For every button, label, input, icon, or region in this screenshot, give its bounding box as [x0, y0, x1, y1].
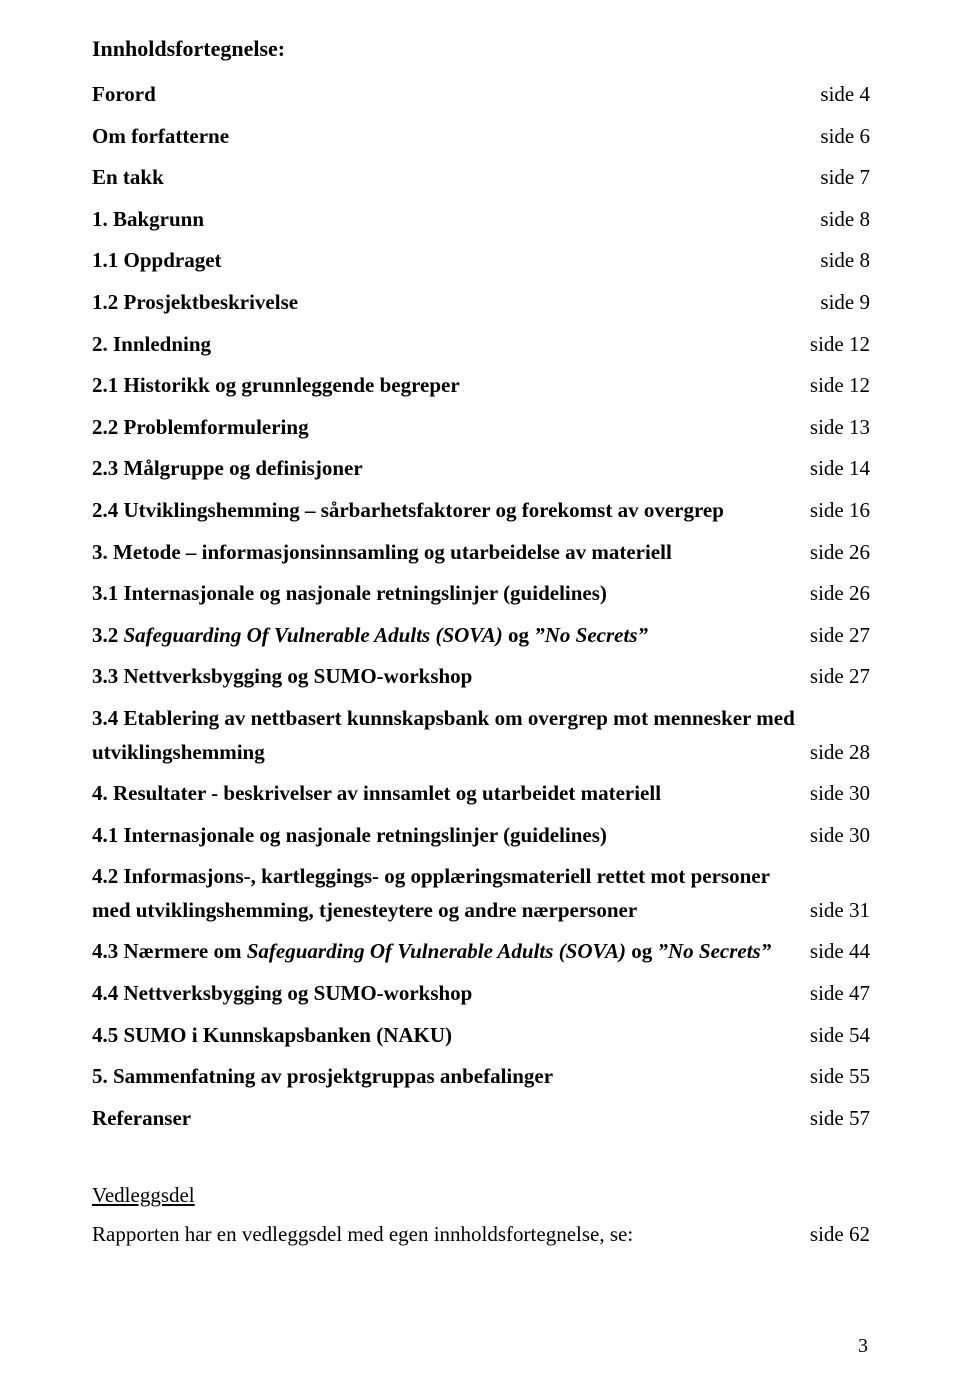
toc-label-line2-row: med utviklingshemming, tjenesteytere og …: [92, 894, 870, 928]
toc-entry: 2.3 Målgruppe og definisjonerside 14: [92, 452, 870, 486]
toc-entry: 1.1 Oppdragetside 8: [92, 244, 870, 278]
toc-entry: 3.2 Safeguarding Of Vulnerable Adults (S…: [92, 619, 870, 653]
toc-label: Forord: [92, 78, 820, 112]
toc-entry: 4.4 Nettverksbygging og SUMO-workshopsid…: [92, 977, 870, 1011]
toc-title: Innholdsfortegnelse:: [92, 36, 870, 62]
appendix-line: Rapporten har en vedleggsdel med egen in…: [92, 1218, 870, 1252]
toc-label-italic2: ”No Secrets”: [534, 623, 648, 647]
toc-page: side 4: [820, 78, 870, 112]
toc-label: 2.2 Problemformulering: [92, 411, 810, 445]
appendix-section: Vedleggsdel Rapporten har en vedleggsdel…: [92, 1183, 870, 1252]
appendix-page: side 62: [810, 1218, 870, 1252]
toc-page: side 8: [820, 203, 870, 237]
toc-label-prefix: 3.2: [92, 623, 124, 647]
toc-label: 3.3 Nettverksbygging og SUMO-workshop: [92, 660, 810, 694]
toc-label: 2.1 Historikk og grunnleggende begreper: [92, 369, 810, 403]
toc-entry: 4.3 Nærmere om Safeguarding Of Vulnerabl…: [92, 935, 870, 969]
toc-entry: 2.2 Problemformuleringside 13: [92, 411, 870, 445]
toc-page: side 26: [810, 536, 870, 570]
toc-page: side 14: [810, 452, 870, 486]
toc-page: side 7: [820, 161, 870, 195]
toc-label-line2: med utviklingshemming, tjenesteytere og …: [92, 894, 810, 928]
toc-page: side 6: [820, 120, 870, 154]
toc-label-line2: utviklingshemming: [92, 736, 810, 770]
toc-page: side 27: [810, 660, 870, 694]
toc-page: side 44: [810, 935, 870, 969]
toc-entry-multiline: 3.4 Etablering av nettbasert kunnskapsba…: [92, 702, 870, 769]
toc-entry: 3. Metode – informasjonsinnsamling og ut…: [92, 536, 870, 570]
toc-entry: Forordside 4: [92, 78, 870, 112]
toc-entry: 4.1 Internasjonale og nasjonale retnings…: [92, 819, 870, 853]
toc-label-prefix: 4.3 Nærmere om: [92, 939, 247, 963]
toc-entry: 2.4 Utviklingshemming – sårbarhetsfaktor…: [92, 494, 870, 528]
toc-page: side 30: [810, 777, 870, 811]
toc-page: side 47: [810, 977, 870, 1011]
appendix-heading: Vedleggsdel: [92, 1183, 195, 1208]
toc-label: En takk: [92, 161, 820, 195]
toc-label-line1: 3.4 Etablering av nettbasert kunnskapsba…: [92, 702, 870, 736]
toc-entry: 3.1 Internasjonale og nasjonale retnings…: [92, 577, 870, 611]
toc-page: side 26: [810, 577, 870, 611]
toc-page: side 27: [810, 619, 870, 653]
toc-page: side 9: [820, 286, 870, 320]
toc-label-mid: og: [503, 623, 535, 647]
toc-label-italic2: ”No Secrets”: [657, 939, 771, 963]
toc-label: 3. Metode – informasjonsinnsamling og ut…: [92, 536, 810, 570]
toc-label: 4.4 Nettverksbygging og SUMO-workshop: [92, 977, 810, 1011]
toc-label: Om forfatterne: [92, 120, 820, 154]
toc-label: 2. Innledning: [92, 328, 810, 362]
toc-label: 2.4 Utviklingshemming – sårbarhetsfaktor…: [92, 494, 810, 528]
toc-label-line2-row: utviklingshemmingside 28: [92, 736, 870, 770]
toc-label: 4.5 SUMO i Kunnskapsbanken (NAKU): [92, 1019, 810, 1053]
page-number: 3: [858, 1335, 868, 1358]
toc-label-italic: Safeguarding Of Vulnerable Adults (SOVA): [247, 939, 626, 963]
toc-page: side 54: [810, 1019, 870, 1053]
toc-entry: 2. Innledningside 12: [92, 328, 870, 362]
toc-entry: 2.1 Historikk og grunnleggende begrepers…: [92, 369, 870, 403]
toc-page: side 12: [810, 369, 870, 403]
toc-page: side 28: [810, 736, 870, 770]
toc-label: 5. Sammenfatning av prosjektgruppas anbe…: [92, 1060, 810, 1094]
appendix-text: Rapporten har en vedleggsdel med egen in…: [92, 1218, 810, 1252]
toc-label: 4. Resultater - beskrivelser av innsamle…: [92, 777, 810, 811]
toc-page: side 16: [810, 494, 870, 528]
toc-page: side 30: [810, 819, 870, 853]
toc-page: side 31: [810, 894, 870, 928]
toc-page: side 12: [810, 328, 870, 362]
toc-entry: 1. Bakgrunnside 8: [92, 203, 870, 237]
toc-page: side 55: [810, 1060, 870, 1094]
toc-container: Forordside 4Om forfatterneside 6En takks…: [92, 78, 870, 1135]
spacer: [92, 1143, 870, 1183]
toc-entry: 1.2 Prosjektbeskrivelseside 9: [92, 286, 870, 320]
toc-entry: Om forfatterneside 6: [92, 120, 870, 154]
toc-page: side 13: [810, 411, 870, 445]
toc-entry: En takkside 7: [92, 161, 870, 195]
toc-label: 1. Bakgrunn: [92, 203, 820, 237]
toc-label: 3.1 Internasjonale og nasjonale retnings…: [92, 577, 810, 611]
toc-entry: 5. Sammenfatning av prosjektgruppas anbe…: [92, 1060, 870, 1094]
toc-label-italic: Safeguarding Of Vulnerable Adults (SOVA): [124, 623, 503, 647]
toc-entry: 4.5 SUMO i Kunnskapsbanken (NAKU)side 54: [92, 1019, 870, 1053]
toc-page: side 8: [820, 244, 870, 278]
toc-label: Referanser: [92, 1102, 810, 1136]
toc-page: side 57: [810, 1102, 870, 1136]
toc-entry-multiline: 4.2 Informasjons-, kartleggings- og oppl…: [92, 860, 870, 927]
toc-entry: 4. Resultater - beskrivelser av innsamle…: [92, 777, 870, 811]
toc-entry: 3.3 Nettverksbygging og SUMO-workshopsid…: [92, 660, 870, 694]
toc-label-mid: og: [626, 939, 658, 963]
toc-label: 1.1 Oppdraget: [92, 244, 820, 278]
toc-label: 1.2 Prosjektbeskrivelse: [92, 286, 820, 320]
toc-label: 4.1 Internasjonale og nasjonale retnings…: [92, 819, 810, 853]
page: Innholdsfortegnelse: Forordside 4Om forf…: [0, 0, 960, 1386]
toc-label: 4.3 Nærmere om Safeguarding Of Vulnerabl…: [92, 935, 810, 969]
toc-label: 3.2 Safeguarding Of Vulnerable Adults (S…: [92, 619, 810, 653]
toc-label-line1: 4.2 Informasjons-, kartleggings- og oppl…: [92, 860, 870, 894]
toc-entry: Referanserside 57: [92, 1102, 870, 1136]
toc-label: 2.3 Målgruppe og definisjoner: [92, 452, 810, 486]
